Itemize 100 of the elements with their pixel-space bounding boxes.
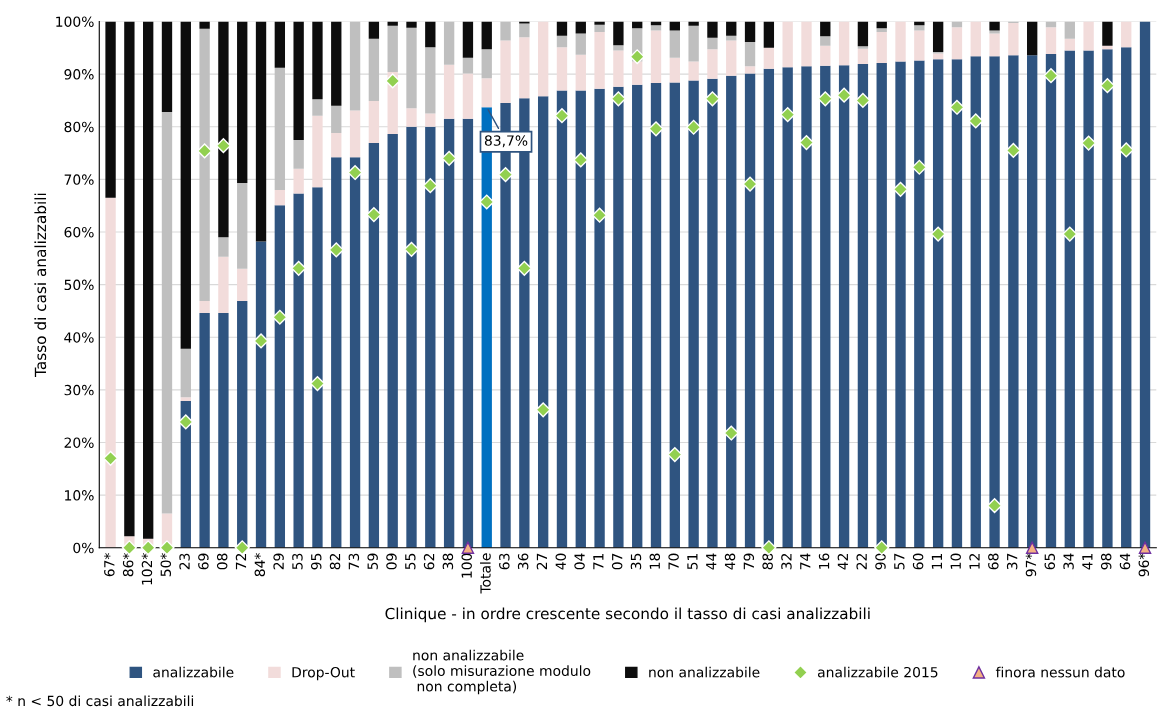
bar [1064, 38, 1075, 51]
bar [556, 35, 568, 48]
bar [594, 21, 605, 25]
bar [387, 21, 398, 26]
x-tick-label: 60 [912, 553, 924, 570]
bar [349, 110, 361, 158]
bar [1027, 21, 1038, 56]
bar [443, 64, 455, 119]
bar [481, 49, 492, 79]
bar [895, 21, 906, 62]
point [742, 176, 758, 192]
bar [312, 99, 323, 116]
point [573, 152, 589, 168]
point [723, 425, 739, 441]
bar [632, 61, 643, 85]
bar [594, 88, 605, 548]
x-tick-label: 86* [122, 553, 134, 577]
annotation: 83,7% [484, 135, 528, 148]
bar [274, 21, 286, 68]
x-tick-label: 96* [1138, 553, 1150, 577]
x-tick-label: 62 [423, 553, 435, 570]
point [441, 150, 457, 166]
bar [349, 157, 361, 548]
legend-label: Drop-Out [292, 666, 355, 681]
bar [1027, 55, 1038, 548]
bar [895, 61, 906, 548]
x-tick-label: 59 [367, 553, 378, 570]
bar [688, 80, 699, 548]
point [497, 167, 514, 183]
bar [820, 65, 831, 548]
bar [876, 63, 887, 548]
point [178, 414, 194, 430]
x-tick-label: 11 [931, 553, 942, 569]
bar [857, 64, 869, 548]
legend-label: non analizzabile [649, 666, 760, 678]
point [986, 498, 1003, 514]
point [291, 260, 307, 276]
bar [293, 139, 304, 169]
bar [293, 168, 304, 194]
x-tick-label: Totale [480, 553, 491, 594]
bar [970, 56, 981, 548]
y-tick-label: 70% [64, 174, 94, 185]
bar [613, 50, 624, 87]
bar [199, 21, 210, 29]
x-tick-label: 37 [1006, 553, 1018, 570]
bar [519, 23, 530, 38]
bar [387, 134, 398, 548]
point [403, 241, 420, 257]
x-tick-label: 29 [273, 553, 284, 570]
x-tick-label: 98 [1100, 553, 1112, 570]
bar [312, 115, 323, 188]
x-tick-label: 67* [104, 553, 115, 577]
point [366, 207, 382, 223]
point [836, 87, 852, 103]
bar [1139, 21, 1151, 548]
bar [425, 113, 436, 127]
bar [519, 37, 530, 99]
bar [105, 197, 116, 548]
bar [218, 256, 229, 314]
bar [180, 397, 191, 401]
bar [500, 21, 511, 41]
bar [801, 66, 812, 548]
point [102, 450, 119, 466]
bar [1102, 21, 1113, 46]
bar [462, 21, 474, 58]
bar [331, 133, 342, 158]
x-tick-label: 51 [687, 553, 698, 570]
bar [763, 68, 775, 548]
bar [462, 118, 474, 548]
bar [331, 157, 342, 548]
bar [406, 21, 417, 28]
x-tick-label: 64 [1119, 553, 1131, 570]
bar [1121, 47, 1132, 548]
bar [368, 38, 380, 101]
bar [312, 187, 323, 548]
bar [1008, 23, 1019, 56]
x-tick-label: 57 [894, 553, 905, 570]
bar [143, 21, 154, 539]
bar [650, 25, 662, 31]
bar [425, 21, 436, 48]
point [1081, 135, 1097, 151]
x-tick-label: 36 [517, 553, 529, 570]
bar [124, 21, 135, 537]
bar [537, 21, 549, 97]
bar [1045, 27, 1057, 55]
bar [556, 21, 568, 36]
point [253, 333, 269, 349]
legend-label: non analizzabile (solo misurazione modulo non completa) [413, 649, 591, 695]
bar [820, 21, 831, 37]
y-tick-label: 30% [64, 384, 94, 396]
x-tick-label: 50* [160, 553, 172, 577]
bar [632, 84, 643, 548]
point [1005, 142, 1021, 158]
bar [331, 105, 342, 134]
bar [594, 24, 605, 33]
bar [274, 67, 286, 190]
bar [876, 28, 887, 33]
bar [782, 67, 793, 548]
x-tick-label: 48 [724, 553, 736, 570]
bar [406, 126, 417, 548]
